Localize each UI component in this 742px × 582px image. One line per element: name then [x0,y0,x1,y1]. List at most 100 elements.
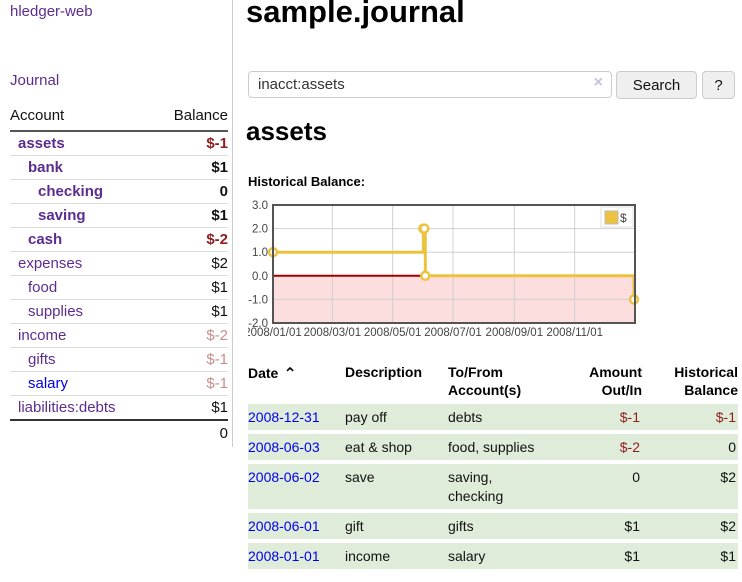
x-axis-tick-label: 2008/11/01 [546,327,603,339]
transaction-description: gift [345,512,448,539]
header-line1: To/From [448,364,503,380]
transaction-date-link[interactable]: 2008-06-02 [248,469,320,486]
accounts-total-value: 0 [154,419,228,446]
transaction-amount: $1 [560,512,642,539]
transaction-balance: $2 [642,464,738,509]
accounts-header-account: Account [10,104,155,132]
accounts-total-row: 0 [10,419,228,446]
search-help-button[interactable]: ? [702,71,735,99]
transaction-description: pay off [345,403,448,431]
account-balance: $2 [154,251,228,276]
clear-search-icon[interactable]: × [593,74,603,91]
historical-balance-chart[interactable]: 3.0 2.0 1.0 0.0 -1.0 -2.0 2008/01/01 2008/03/01… [244,198,742,346]
account-name-cell: supplies [10,299,155,324]
transaction-accounts: saving, checking [448,464,560,509]
transaction-accounts: debts [448,403,560,431]
x-axis-tick-label: 2008/09/01 [486,327,544,339]
account-row: gifts $-1 [10,347,228,372]
account-name-cell: income [10,323,155,348]
sidebar-account-link[interactable]: income [18,327,67,344]
transaction-date-link[interactable]: 2008-12-31 [248,408,320,425]
account-name-cell: expenses [10,251,155,276]
transaction-date-link[interactable]: 2008-06-01 [248,517,320,534]
header-line2: Account(s) [448,382,522,399]
register-column-header: Description [345,363,448,400]
transaction-date-cell: 2008-01-01 [248,542,345,570]
account-row: supplies $1 [10,299,228,324]
transaction-balance: $2 [642,512,738,539]
y-axis-tick-label: 0.0 [252,271,268,283]
sidebar-account-link[interactable]: salary [28,375,69,392]
y-axis-tick-label: 1.0 [252,247,268,259]
app-title-link[interactable]: hledger-web [10,3,93,20]
transaction-row: 2008-12-31 pay off debts $-1 $-1 [248,403,738,431]
data-point-marker [420,270,431,282]
spacer [10,419,155,446]
account-row: cash $-2 [10,227,228,252]
account-balance: $1 [154,299,228,324]
register-account-heading: assets [246,116,327,146]
account-name-cell: checking [10,179,155,204]
account-row: expenses $2 [10,251,228,276]
account-balance: $-1 [206,135,228,152]
sidebar-account-link[interactable]: saving [38,207,86,224]
sidebar-account-link[interactable]: checking [38,183,104,200]
account-balance: $-2 [154,323,228,348]
transaction-row: 2008-06-02 save saving, checking 0 $2 [248,464,738,509]
transaction-balance: 0 [642,434,738,461]
data-point-marker [419,223,430,234]
nav-journal-link[interactable]: Journal [10,72,60,89]
transaction-date-cell: 2008-12-31 [248,403,345,431]
transaction-balance: $1 [642,542,738,570]
transaction-amount: $-1 [560,403,642,431]
account-balance: $1 [154,275,228,300]
transaction-row: 2008-06-03 eat & shop food, supplies $-2 0 [248,434,738,461]
register-column-header[interactable]: Date ⌃ [248,363,345,400]
sidebar-account-link[interactable]: assets [18,135,65,152]
transaction-amount: $1 [560,542,642,570]
transaction-balance: $-1 [642,403,738,431]
plot-border [272,204,636,324]
y-axis-tick-label: -1.0 [248,294,268,306]
account-balance: $1 [154,203,228,228]
header-line2: Out/In [601,382,642,399]
header-line1: Date ⌃ [248,365,297,383]
sidebar-account-link[interactable]: liabilities:debts [18,399,116,416]
account-row: assets $-1 [10,131,228,156]
account-name-cell: salary [10,371,155,396]
register-column-header: Historical Balance [642,363,738,400]
sidebar-account-link[interactable]: expenses [18,255,83,272]
search-box: × [248,71,612,98]
account-balance: $-1 [154,347,228,372]
sidebar-accounts-table: Account Balance assets $-1 bank $1 checking 0… [10,104,228,446]
transaction-description: save [345,464,448,509]
account-balance: $-2 [154,227,228,252]
search-button[interactable]: Search [616,71,697,99]
account-balance: $1 [154,155,228,180]
sidebar-account-link[interactable]: supplies [28,303,84,320]
sidebar-account-link[interactable]: cash [28,231,63,248]
sort-ascending-icon[interactable]: ⌃ [283,366,297,383]
transaction-date-link[interactable]: 2008-01-01 [248,547,320,564]
transaction-date-cell: 2008-06-02 [248,464,345,509]
sidebar-account-link[interactable]: bank [28,159,64,176]
transaction-date-cell: 2008-06-03 [248,434,345,461]
x-axis-tick-label: 2008/07/01 [424,327,482,339]
y-axis-tick-label: -2.0 [248,318,268,330]
x-axis-tick-label: 2008/01/01 [248,327,302,339]
account-name-cell: bank [10,155,155,180]
accounts-header-balance: Balance [154,104,228,132]
account-row: liabilities:debts $1 [10,395,228,420]
account-name-cell: saving [10,203,155,228]
register-table: Date ⌃ Description To/From Account(s) Amount O… [248,359,738,573]
search-input[interactable] [248,71,612,98]
account-row: salary $-1 [10,371,228,396]
account-name-cell: gifts [10,347,155,372]
transaction-date-link[interactable]: 2008-06-03 [248,439,320,456]
sidebar-account-link[interactable]: food [28,279,58,296]
legend-label: $ [620,211,627,225]
sidebar-account-link[interactable]: gifts [28,351,56,368]
transaction-accounts: salary [448,542,560,570]
